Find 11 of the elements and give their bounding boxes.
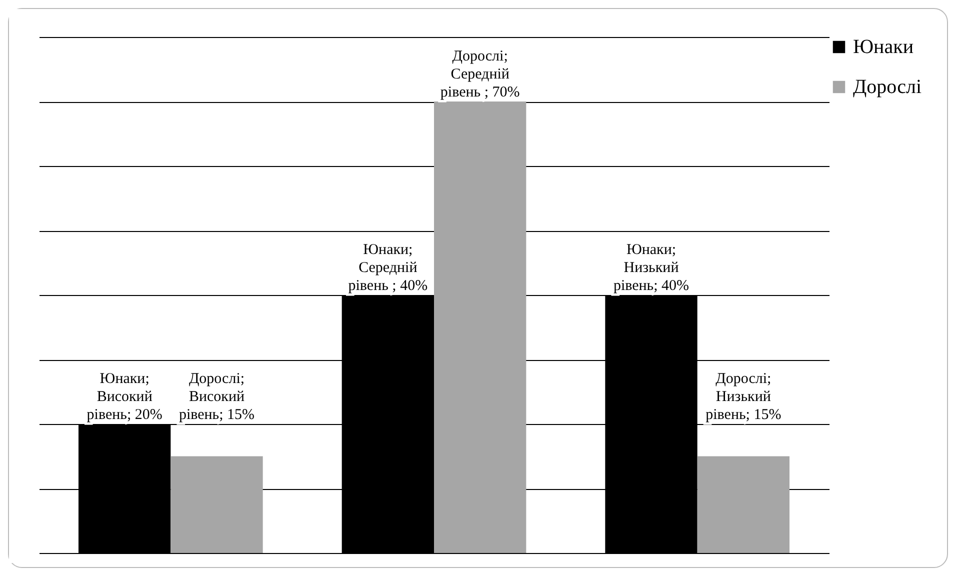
legend-label: Юнаки [853,36,914,58]
data-label: Дорослі; Високий рівень; 15% [178,371,255,423]
legend-label: Дорослі [853,76,922,98]
data-label: Дорослі; Середній рівень ; 70% [440,48,520,100]
data-label: Юнаки; Низький рівень; 40% [613,242,690,294]
data-label: Юнаки; Високий рівень; 20% [86,371,162,423]
bar [697,456,790,553]
data-label: Дорослі; Низький рівень; 15% [706,371,782,423]
data-label: Юнаки; Середній рівень ; 40% [348,242,428,294]
bar [170,456,263,553]
bar [434,102,526,553]
